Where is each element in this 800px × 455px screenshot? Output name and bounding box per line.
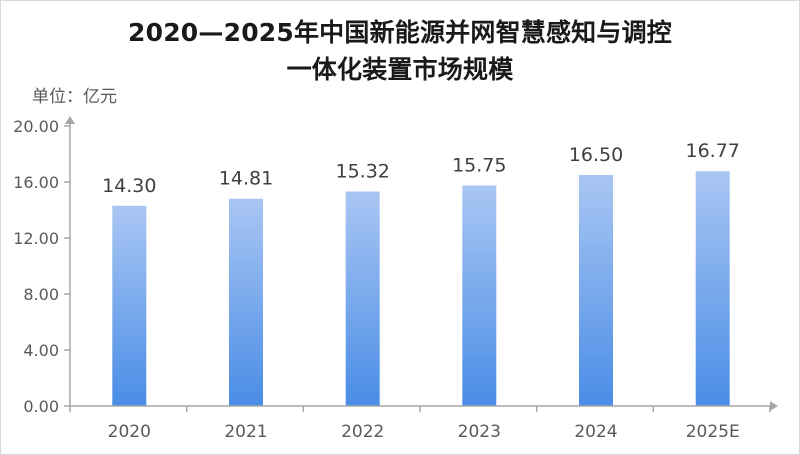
chart-title-line-1: 2020—2025年中国新能源并网智慧感知与调控 <box>128 18 672 47</box>
data-label-2024: 16.50 <box>569 144 623 166</box>
x-tick-label-2023: 2023 <box>458 422 501 442</box>
axes-group <box>64 116 778 412</box>
y-tick-label: 0.00 <box>23 397 59 416</box>
x-tick-label-2025E: 2025E <box>686 422 740 442</box>
unit-label: 单位：亿元 <box>32 87 117 107</box>
bar-2025E <box>695 171 730 406</box>
data-label-2022: 15.32 <box>335 161 389 183</box>
y-axis-arrow <box>65 116 75 124</box>
bar-2020 <box>112 205 147 406</box>
y-tick-label: 16.00 <box>13 173 59 192</box>
x-axis-arrow <box>770 401 778 411</box>
y-tick-label: 4.00 <box>23 341 59 360</box>
bars-group <box>112 171 730 406</box>
data-label-2023: 15.75 <box>452 155 506 177</box>
x-tick-label-2020: 2020 <box>108 422 151 442</box>
bar-2024 <box>579 175 613 406</box>
bar-2021 <box>229 198 263 406</box>
x-tick-label-2024: 2024 <box>574 422 617 442</box>
y-tick-label: 8.00 <box>23 285 59 304</box>
data-label-2021: 14.81 <box>219 168 273 190</box>
labels-group: 14.30 2020 14.81 2021 15.32 2022 15.75 2023 16.5… <box>13 117 740 442</box>
bar-2023 <box>462 185 497 406</box>
x-tick-label-2022: 2022 <box>341 422 384 442</box>
y-tick-label: 20.00 <box>13 117 59 136</box>
chart-title-line-2: 一体化装置市场规模 <box>286 55 514 84</box>
y-tick-label: 12.00 <box>13 229 59 248</box>
x-tick-label-2021: 2021 <box>224 422 267 442</box>
data-label-2025E: 16.77 <box>685 140 739 162</box>
data-label-2020: 14.30 <box>102 175 156 197</box>
bar-2022 <box>345 191 380 406</box>
